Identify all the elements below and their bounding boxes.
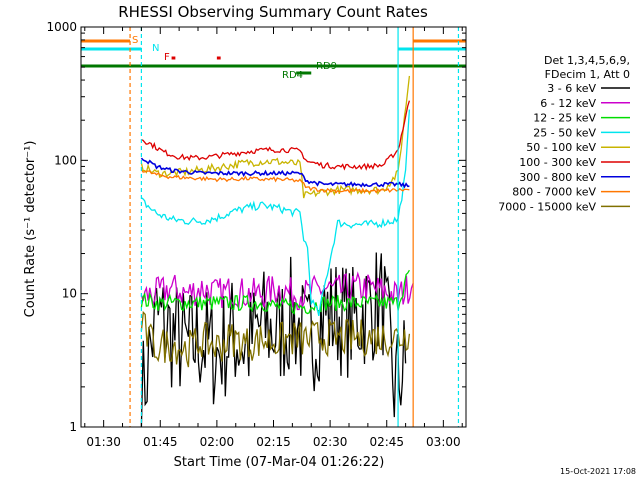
- series-line-0: [140, 252, 407, 428]
- saa-interval-bar: [81, 39, 131, 43]
- series-line-2: [140, 269, 410, 315]
- x-tick-label: 01:30: [86, 435, 121, 449]
- x-tick-label: 02:30: [313, 435, 348, 449]
- rd9-interval-bar: [81, 64, 466, 68]
- x-axis-label: Start Time (07-Mar-04 01:26:22): [174, 455, 385, 470]
- interval-label-n: N: [152, 43, 159, 54]
- series-line-8: [140, 310, 411, 368]
- flare-interval-bar: [171, 56, 176, 60]
- legend-entry-label: 50 - 100 keV: [526, 141, 596, 154]
- series-line-7: [140, 169, 410, 194]
- series-line-3: [140, 109, 411, 317]
- y-tick-label: 1000: [46, 20, 77, 34]
- interval-label-rd4: RD4: [282, 70, 303, 81]
- night-interval-bar: [398, 47, 466, 51]
- series-layer: [140, 75, 414, 428]
- interval-label-f: F: [164, 52, 170, 63]
- series-line-5: [141, 100, 411, 171]
- flare-interval-bar: [216, 56, 221, 60]
- x-tick-label: 02:45: [369, 435, 404, 449]
- series-line-6: [140, 157, 410, 189]
- y-tick-label: 100: [54, 153, 77, 167]
- saa-interval-bar: [413, 39, 466, 43]
- legend-header-line: Det 1,3,4,5,6,9,: [544, 54, 630, 67]
- y-tick-label: 10: [62, 287, 77, 301]
- legend-header-line: FDecim 1, Att 0: [545, 68, 630, 81]
- footer-date: 15-Oct-2021 17:08: [560, 467, 636, 476]
- chart-title: RHESSI Observing Summary Count Rates: [118, 3, 428, 21]
- legend-entry-label: 800 - 7000 keV: [512, 186, 596, 199]
- y-axis-label: Count Rate (s⁻¹ detector⁻¹): [23, 141, 38, 318]
- series-line-1: [140, 271, 414, 311]
- marker-layer: S NF RD9 RD4: [81, 27, 466, 427]
- legend-entry-label: 6 - 12 keV: [540, 97, 596, 110]
- x-tick-label: 01:45: [143, 435, 178, 449]
- axis-layer: 01:30 01:45 02:00 02:15 02:30 02:45 03:00 1 10 10…: [46, 20, 467, 449]
- night-interval-bar: [81, 47, 142, 51]
- legend-entry-label: 3 - 6 keV: [547, 82, 596, 95]
- legend-entry-label: 7000 - 15000 keV: [498, 200, 596, 213]
- rd4-interval-bar: [296, 71, 312, 75]
- y-tick-label: 1: [69, 420, 77, 434]
- x-tick-label: 02:15: [256, 435, 291, 449]
- legend-entry-label: 100 - 300 keV: [519, 156, 596, 169]
- legend-entry-label: 25 - 50 keV: [533, 126, 596, 139]
- interval-label-s: S: [132, 35, 138, 46]
- x-tick-label: 02:00: [200, 435, 235, 449]
- legend-entry-label: 300 - 800 keV: [519, 171, 596, 184]
- interval-label-rd9: RD9: [316, 61, 337, 72]
- legend-entry-label: 12 - 25 keV: [533, 112, 596, 125]
- x-tick-label: 03:00: [426, 435, 461, 449]
- legend: Det 1,3,4,5,6,9,FDecim 1, Att 03 - 6 keV…: [498, 54, 630, 213]
